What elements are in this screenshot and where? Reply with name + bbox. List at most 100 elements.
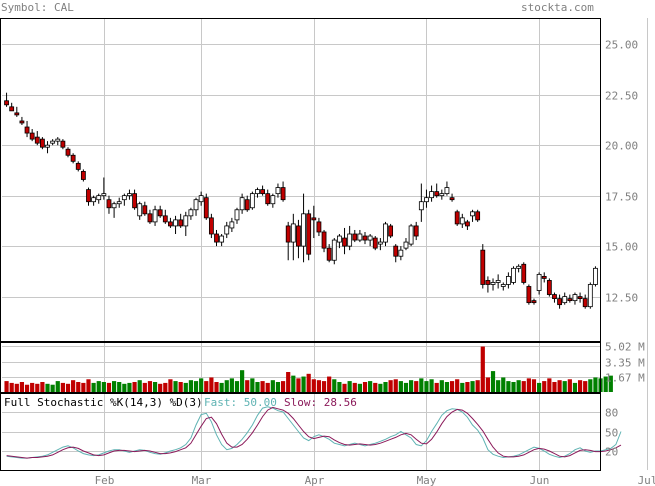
candle-body [337,235,342,243]
candle-body [326,247,332,261]
volume-bar [55,381,60,392]
candle-body [40,138,45,148]
volume-bar [321,381,327,392]
candle-body [459,217,465,225]
candle-body [418,201,424,211]
price-tick-label: 20.00 [605,140,638,153]
candle-body [587,284,593,308]
volume-bar [357,383,362,392]
candle-body [255,189,260,195]
candle-body [4,100,9,106]
candle-body [162,215,168,223]
candle-body [270,195,276,205]
candle-body [106,199,112,209]
candle-body [9,106,15,112]
volume-bar [209,377,214,392]
candle-body [352,233,358,241]
volume-bar [86,379,91,392]
volume-bar [142,382,147,392]
candle-body [480,249,486,285]
volume-bar [501,377,506,392]
volume-bar [183,382,188,392]
volume-bar [275,382,281,392]
candle-body [367,235,373,241]
panel-frame [0,18,601,342]
volume-bar [449,381,455,392]
candle-body [306,213,312,255]
price-tick-label: 22.50 [605,90,638,103]
candle-body [398,249,404,257]
candle-body [198,195,204,203]
volume-bar [583,381,588,392]
candle-body [101,193,107,197]
candle-body [572,294,578,302]
candle-body [521,263,527,283]
panel-frame [0,342,601,393]
volume-bar [219,382,224,392]
volume-bar [516,380,521,392]
candle-body [490,282,496,285]
candle-body [552,294,557,300]
candle-body [505,275,511,285]
volume-bar [4,381,9,392]
candle-body [137,203,143,217]
candle-body [290,223,296,243]
candle-body [439,193,445,197]
volume-bar [557,380,562,392]
volume-bar [178,382,183,392]
volume-bar [342,383,347,392]
stoch-tick-label: 50 [605,427,618,440]
volume-bar [378,383,383,392]
volume-bar [521,381,526,392]
candle-body [316,221,322,233]
stoch-title: Full Stochastic %K(14,3) %D(3) [4,396,203,409]
volume-bar [50,384,55,392]
candle-body [362,235,368,241]
volume-bar [117,382,122,392]
candle-body [80,171,86,180]
volume-bar [127,382,132,392]
candle-body [244,199,250,211]
volume-tick-label: 3.35 M [605,357,645,370]
candle-body [188,209,194,217]
volume-bar [547,378,552,392]
candle-body [157,209,163,217]
grid [2,18,648,470]
candle-body [475,211,481,221]
volume-bar [60,382,65,392]
candle-body [147,213,153,223]
candle-body [393,245,399,257]
volume-bar [311,379,316,392]
volume-bar [577,380,583,392]
volume-bar [245,380,250,392]
candle-body [424,197,429,203]
candle-body [434,191,440,197]
volume-bar [101,382,106,392]
candle-body [485,280,491,285]
candle-body [75,162,81,170]
volume-bar [91,382,96,392]
volume-bar [485,377,491,392]
volume-bar [460,382,465,392]
candle-body [234,209,240,221]
candle-body [413,225,419,237]
stoch-tick-label: 20 [605,446,618,459]
volume-bar [35,383,40,392]
candle-body [260,189,265,195]
volume-bar [188,380,194,392]
candle-body [383,223,388,243]
volume-bar [296,378,301,392]
volume-bar [439,380,444,392]
candle-body [127,193,132,197]
volume-bar [480,346,485,392]
stoch-fast-label: Fast: 50.00 [204,396,277,409]
candle-body [121,195,127,201]
x-tick-label: Jul [638,474,655,486]
candle-body [275,187,281,195]
candle-body [183,215,189,227]
candle-body [34,136,40,144]
volume-bar [332,379,337,392]
volume-bar [383,382,388,392]
volume-bar [250,378,255,392]
candle-body [280,187,286,201]
